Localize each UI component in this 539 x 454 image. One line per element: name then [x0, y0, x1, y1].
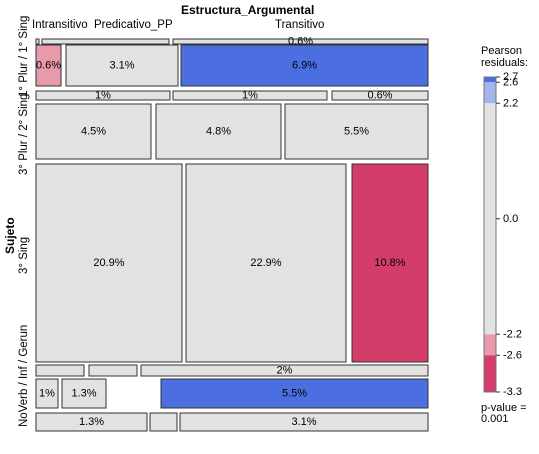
strip-label-1-transitivo: 0.6% [367, 90, 392, 102]
legend-color-segment-4 [484, 355, 496, 392]
cell-label-2-transitivo: 10.8% [374, 257, 405, 269]
legend-color-bar [483, 76, 497, 393]
legend-color-segment-0 [484, 77, 496, 83]
strip-label-3-transitivo: 2% [277, 365, 293, 377]
legend-tick-label-6: -3.3 [503, 386, 522, 398]
mosaic-cell-0-predicativo [65, 44, 179, 87]
strip-cell-4-predicativo [149, 412, 178, 432]
strip-label-1-predicativo: 1% [242, 90, 258, 102]
cell-label-0-predicativo: 3.1% [109, 60, 134, 72]
strip-cell-3-intransitivo [35, 364, 85, 377]
strip-cell-4-transitivo [179, 412, 429, 432]
strip-label-4-transitivo: 3.1% [291, 416, 316, 428]
cell-label-1-predicativo: 4.8% [206, 126, 231, 138]
strip-cell-3-predicativo [88, 364, 138, 377]
cell-label-3-transitivo: 5.5% [282, 388, 307, 400]
mosaic-cell-3-intransitivo [35, 378, 59, 409]
cell-label-2-intransitivo: 20.9% [93, 257, 124, 269]
strip-cell-0-predicativo [41, 38, 170, 45]
mosaic-cell-1-transitivo [284, 103, 429, 160]
legend-tick-label-2: 2.2 [503, 97, 518, 109]
strip-cell-0-transitivo [172, 38, 429, 45]
column-label-intransitivo: Intransitivo [32, 19, 88, 31]
cell-label-1-intransitivo: 4.5% [81, 126, 106, 138]
strip-label-4-intransitivo: 1.3% [79, 416, 104, 428]
legend-title-line1: Pearson [481, 45, 522, 57]
strip-cell-4-intransitivo [35, 412, 148, 432]
cell-label-0-transitivo: 6.9% [292, 60, 317, 72]
mosaic-cell-3-transitivo [160, 378, 429, 409]
legend-tick-label-1: 2.6 [503, 76, 518, 88]
mosaic-cell-0-intransitivo [35, 44, 62, 87]
cell-label-3-predicativo: 1.3% [71, 388, 96, 400]
cell-label-3-intransitivo: 1% [39, 388, 55, 400]
legend-title-line2: residuals: [481, 57, 529, 69]
strip-cell-1-predicativo [172, 90, 328, 101]
legend-tick-label-4: -2.2 [503, 328, 522, 340]
mosaic-cell-2-predicativo [185, 163, 347, 363]
strip-cell-1-intransitivo [35, 90, 171, 101]
column-label-transitivo: Transitivo [275, 19, 325, 31]
legend-tick-label-0: 2.7 [503, 71, 518, 83]
strip-cell-3-transitivo [140, 364, 429, 377]
strip-cell-1-transitivo [331, 90, 429, 101]
cell-label-1-transitivo: 5.5% [344, 126, 369, 138]
mosaic-cell-1-intransitivo [35, 103, 152, 160]
strip-cell-0-intransitivo [35, 38, 40, 45]
cell-label-2-predicativo: 22.9% [250, 257, 281, 269]
mosaic-cell-2-intransitivo [35, 163, 183, 363]
column-label-predicativo: Predicativo_PP [94, 19, 173, 31]
mosaic-cell-2-transitivo [351, 163, 429, 363]
legend-p-value-label: p-value = [481, 402, 527, 414]
strip-label-1-intransitivo: 1% [95, 90, 111, 102]
legend-color-segment-1 [484, 82, 496, 104]
legend-p-value: 0.001 [481, 413, 509, 425]
legend-tick-label-5: -2.6 [503, 349, 522, 361]
legend-color-segment-2 [484, 103, 496, 335]
cell-label-0-intransitivo: 0.6% [36, 60, 61, 72]
mosaic-cell-1-predicativo [155, 103, 282, 160]
legend-tick-label-3: 0.0 [503, 213, 518, 225]
legend-color-segment-3 [484, 334, 496, 356]
mosaic-cell-3-predicativo [61, 378, 107, 409]
x-variable-label: Estructura_Argumental [181, 3, 315, 17]
mosaic-cell-0-transitivo [180, 44, 429, 87]
